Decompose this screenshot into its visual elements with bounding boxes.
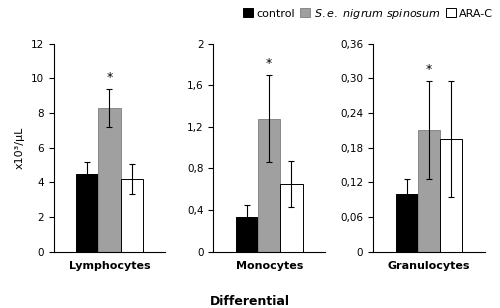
Text: *: * [266, 57, 272, 70]
Bar [280, 184, 302, 252]
Bar [120, 179, 143, 252]
Bar [236, 217, 258, 252]
Legend: control, $S.e.$ $nigrum$ $spinosum$, ARA-C: control, $S.e.$ $nigrum$ $spinosum$, ARA… [242, 6, 494, 22]
Bar [76, 174, 98, 252]
Text: *: * [106, 71, 112, 83]
Bar [396, 194, 418, 252]
Bar [258, 119, 280, 252]
Y-axis label: x10³/μL: x10³/μL [15, 127, 25, 169]
Bar [418, 130, 440, 252]
Bar [98, 108, 120, 252]
Text: *: * [426, 63, 432, 76]
Text: Differential: Differential [210, 295, 290, 308]
Bar [440, 139, 462, 252]
